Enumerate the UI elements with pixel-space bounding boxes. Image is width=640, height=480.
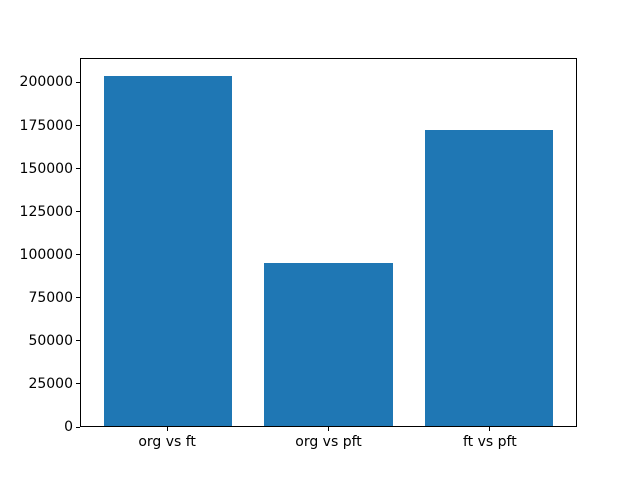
plot-area [80,58,577,427]
y-tick-mark [76,254,80,256]
y-tick-mark [76,168,80,170]
y-tick-mark [76,125,80,127]
bar-org-vs-ft [103,76,233,426]
y-tick-mark [76,426,80,428]
y-tick-label: 125000 [19,203,73,220]
x-tick-label: org vs ft [138,434,196,450]
x-axis-tick-marks [80,427,577,431]
y-axis-tick-marks [76,58,80,428]
y-tick-label: 150000 [19,160,73,177]
y-tick-label: 100000 [19,246,73,263]
y-tick-label: 75000 [28,289,73,306]
y-tick-label: 175000 [19,117,73,134]
y-tick-mark [76,211,80,213]
y-axis-tick-labels: 0 25000 50000 75000 100000 125000 150000 175000… [0,58,73,434]
y-tick-label: 200000 [19,74,73,91]
y-tick-mark [76,81,80,83]
x-axis-tick-labels: org vs ft org vs pft ft vs pft [80,433,577,451]
y-tick-label: 0 [64,419,73,435]
x-tick-mark [166,427,168,431]
x-tick-mark [489,427,491,431]
bar-org-vs-pft [264,263,393,426]
x-tick-label: ft vs pft [463,434,517,450]
bar-ft-vs-pft [424,129,554,426]
x-tick-mark [328,427,329,431]
x-tick-label: org vs pft [295,434,362,450]
y-tick-mark [76,297,80,299]
y-tick-mark [76,383,80,385]
y-tick-label: 50000 [28,332,73,349]
y-tick-label: 25000 [28,375,73,392]
y-tick-mark [76,340,80,342]
